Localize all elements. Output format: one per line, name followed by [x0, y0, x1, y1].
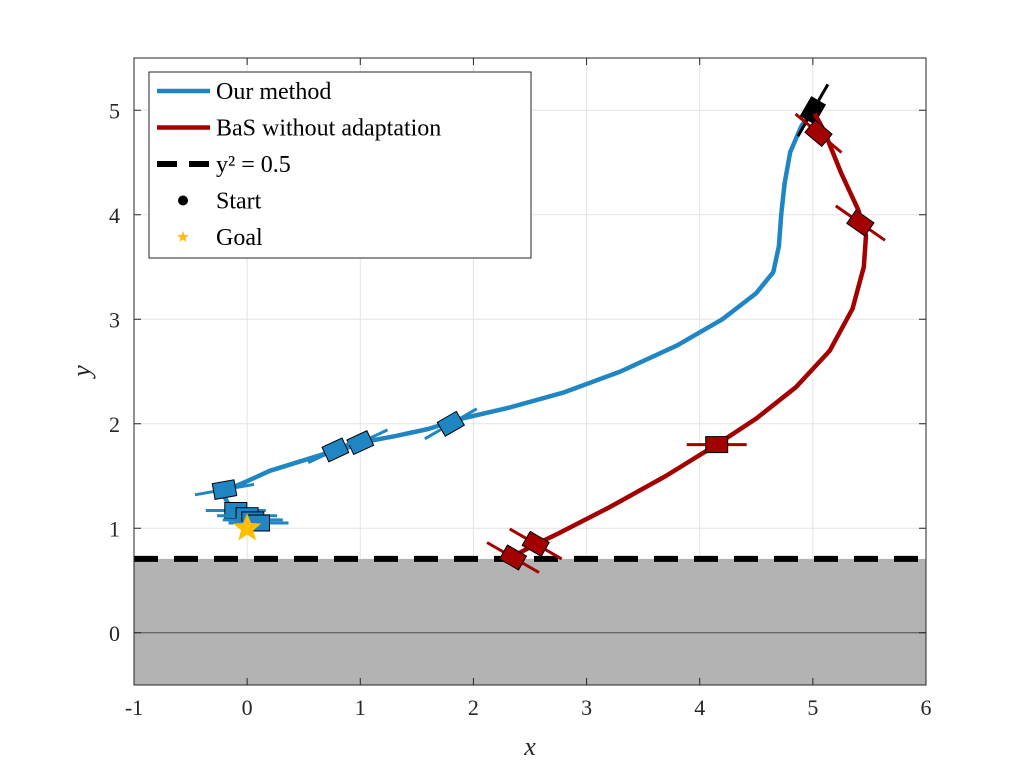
robot-marker [834, 204, 886, 242]
legend-label: BaS without adaptation [216, 116, 441, 142]
robot-body [846, 209, 875, 237]
robot-body [346, 430, 375, 456]
robot-body [705, 436, 729, 454]
x-tick-label: 2 [468, 695, 479, 720]
robot-body [436, 410, 466, 437]
plot-frame [133, 57, 927, 686]
robot-marker [794, 112, 843, 154]
robot-marker [307, 435, 364, 464]
x-tick-label: 6 [921, 695, 932, 720]
robot-body [211, 479, 238, 500]
x-tick-label: 5 [807, 695, 818, 720]
bas-line [505, 108, 869, 562]
goal-star [232, 513, 262, 541]
legend-star-sample [177, 231, 189, 242]
x-tick-label: -1 [125, 695, 143, 720]
legend-label: Goal [216, 225, 263, 251]
legend-label: y² = 0.5 [216, 152, 291, 178]
robot-marker [424, 407, 478, 441]
axis-ticks: -1 0 1 2 3 4 5 6 0 1 2 3 4 5 [109, 58, 932, 720]
robot-body [498, 544, 528, 571]
robot-body [804, 119, 833, 148]
y-tick-label: 1 [109, 516, 120, 541]
legend-box [148, 71, 532, 259]
robot-body [321, 437, 350, 463]
y-tick-label: 2 [109, 412, 120, 437]
robot-marker [486, 541, 540, 574]
legend-label: Our method [216, 79, 331, 105]
robot-marker [508, 527, 563, 561]
trajectories [194, 83, 886, 574]
x-tick-label: 0 [242, 695, 253, 720]
x-tick-label: 1 [355, 695, 366, 720]
start-dot [808, 106, 817, 115]
robot-marker [194, 479, 255, 500]
legend-dot-sample [178, 195, 188, 206]
robot-marker [686, 436, 747, 454]
y-tick-label: 0 [109, 621, 120, 646]
legend: Our method BaS without adaptation y² = 0.5… [148, 71, 532, 259]
robot-body [521, 530, 550, 558]
x-tick-label: 4 [694, 695, 705, 720]
x-tick-label: 3 [581, 695, 592, 720]
x-axis-label: x [523, 732, 536, 761]
unsafe-region [134, 555, 926, 685]
unsafe-region-fill [134, 558, 926, 685]
y-tick-label: 3 [109, 307, 120, 332]
y-tick-label: 5 [109, 98, 120, 123]
y-tick-label: 4 [109, 203, 120, 228]
y-axis-label: y [67, 365, 96, 380]
legend-label: Start [216, 189, 262, 215]
